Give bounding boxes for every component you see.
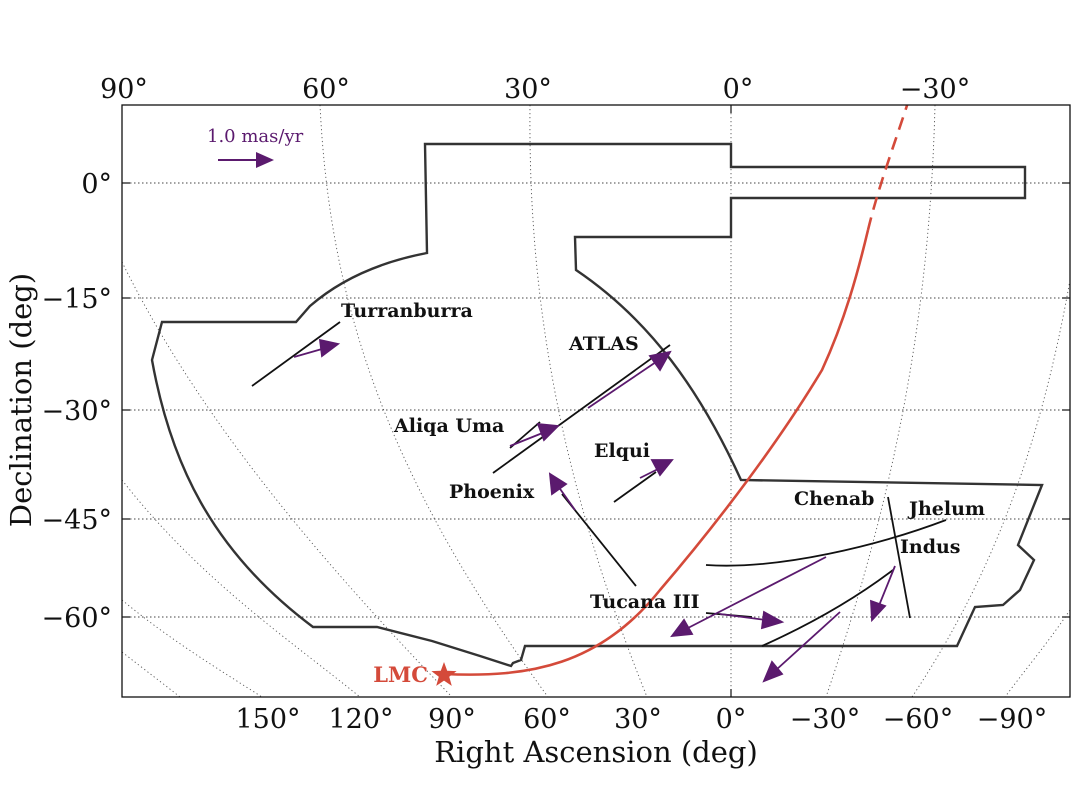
- top-tick-label: 0°: [723, 74, 754, 105]
- stream-label-tucana-iii: Tucana III: [590, 591, 700, 613]
- track-turranburra: [251, 321, 341, 387]
- y-tick-label: 0°: [81, 169, 112, 200]
- axes-frame: [121, 104, 1071, 698]
- pm-arrow-phoenix: [548, 472, 576, 511]
- bottom-tick-label: −60°: [883, 704, 953, 735]
- x-axis-label: Right Ascension (deg): [434, 735, 758, 769]
- pm-arrow-chenab: [870, 565, 896, 623]
- bottom-tick-label: −90°: [977, 704, 1047, 735]
- top-tick-label: 60°: [302, 74, 350, 105]
- pm-arrow-elqui: [639, 459, 674, 479]
- bottom-tick-label: 90°: [428, 704, 476, 735]
- ra-gridline-minus60: [911, 279, 1070, 697]
- stream-label-aliqa-uma: Aliqa Uma: [393, 415, 504, 437]
- bottom-tick-label: 30°: [614, 704, 662, 735]
- ra-gridline-180: [122, 651, 181, 697]
- scale-arrow: [218, 152, 274, 168]
- pm-arrow-atlas: [587, 350, 672, 409]
- stream-labels: Turranburra ATLAS Aliqa Uma Elqui Phoeni…: [341, 300, 985, 613]
- stream-label-phoenix: Phoenix: [449, 481, 535, 503]
- tick-marks: [122, 105, 1070, 697]
- stream-label-chenab: Chenab: [794, 488, 874, 510]
- lmc-label: LMC: [373, 662, 428, 687]
- y-tick-label: −60°: [42, 603, 112, 634]
- lmc-star-marker: [431, 662, 457, 686]
- stream-label-elqui: Elqui: [594, 440, 650, 462]
- pm-arrow-aliqa-uma: [509, 422, 560, 447]
- ra-gridline-150: [122, 599, 263, 697]
- ra-gridlines: [122, 105, 1070, 697]
- track-jhelum: [705, 519, 947, 567]
- y-tick-labels: 0° −15° −30° −45° −60°: [42, 169, 112, 634]
- scale-arrow-label: 1.0 mas/yr: [207, 126, 304, 147]
- top-tick-label: 90°: [100, 74, 148, 105]
- track-elqui: [613, 471, 657, 503]
- track-indus: [761, 569, 894, 647]
- survey-footprint: [150, 142, 1044, 668]
- lmc-orbit-solid: [443, 229, 870, 676]
- ra-gridline-120: [122, 479, 361, 697]
- top-tick-label: −30°: [900, 74, 970, 105]
- pm-arrow-jhelum: [670, 556, 827, 638]
- ra-gridline-90: [122, 261, 453, 697]
- stream-label-atlas: ATLAS: [568, 333, 639, 355]
- plot-area: [122, 105, 1070, 697]
- bottom-tick-label: 150°: [235, 704, 300, 735]
- ra-gridline-30: [529, 105, 648, 697]
- stream-label-indus: Indus: [900, 536, 961, 558]
- bottom-tick-labels: 150° 120° 90° 60° 30° 0° −30° −60° −90°: [235, 704, 1047, 735]
- top-tick-labels: 90° 60° 30° 0° −30°: [100, 74, 970, 105]
- stream-label-turranburra: Turranburra: [341, 300, 473, 322]
- bottom-tick-label: 0°: [716, 704, 747, 735]
- y-tick-label: −30°: [42, 396, 112, 427]
- bottom-tick-label: −30°: [790, 704, 860, 735]
- proper-motion-arrows: [293, 338, 896, 683]
- pm-arrow-tucana-iii: [719, 610, 785, 630]
- track-atlas: [492, 344, 671, 474]
- top-tick-label: 30°: [504, 74, 552, 105]
- ra-gridline-minus90: [1004, 609, 1070, 697]
- bottom-tick-label: 60°: [523, 704, 571, 735]
- ra-gridline-60: [319, 105, 549, 697]
- y-axis-label: Declination (deg): [4, 273, 38, 527]
- pm-arrow-turranburra: [293, 338, 341, 358]
- stream-label-jhelum: Jhelum: [907, 498, 985, 520]
- track-chenab: [887, 496, 911, 619]
- y-tick-label: −45°: [42, 505, 112, 536]
- y-tick-label: −15°: [42, 284, 112, 315]
- bottom-tick-label: 120°: [328, 704, 393, 735]
- pm-arrow-indus: [762, 611, 841, 683]
